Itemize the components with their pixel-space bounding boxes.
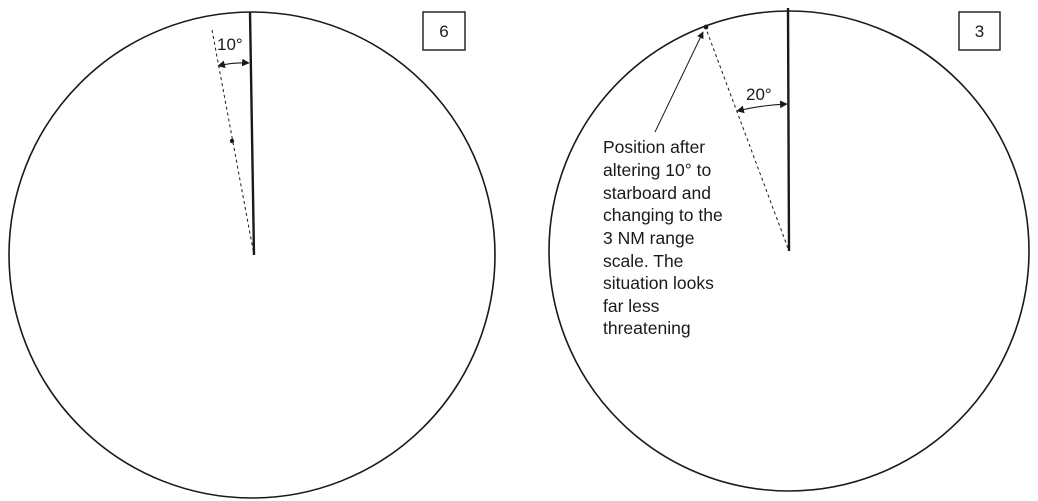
target-echo — [703, 24, 709, 30]
range-scale-box: 6 — [422, 11, 466, 51]
caption-line: starboard and — [603, 183, 711, 203]
range-scale-box: 3 — [958, 11, 1001, 51]
caption-line: altering 10° to — [603, 160, 711, 180]
caption-line: scale. The — [603, 251, 683, 271]
caption-line: Position after — [603, 137, 705, 157]
caption-line: situation looks — [603, 273, 714, 293]
caption-line: far less — [603, 296, 660, 316]
caption-line: threatening — [603, 318, 691, 338]
heading-marker-line — [786, 7, 791, 252]
target-bearing-line — [704, 25, 790, 252]
caption-line: 3 NM range — [603, 228, 694, 248]
radar-scope-outline — [8, 11, 496, 499]
angle-label: 20° — [746, 85, 772, 104]
caption-line: changing to the — [603, 205, 723, 225]
caption-pointer-line — [654, 31, 704, 133]
heading-marker-line — [248, 11, 256, 256]
angle-arrow — [217, 58, 250, 69]
range-scale-label: 3 — [975, 22, 984, 41]
range-scale-label: 6 — [439, 22, 448, 41]
target-echo — [229, 138, 235, 144]
caption-text: Position after altering 10° to starboard… — [603, 137, 723, 338]
radar-panel-left: 10° 6 — [8, 11, 496, 499]
angle-label: 10° — [217, 35, 243, 54]
angle-arrow — [736, 100, 788, 114]
radar-panel-right: 20° 3 Position after altering 10° to sta… — [548, 7, 1030, 492]
